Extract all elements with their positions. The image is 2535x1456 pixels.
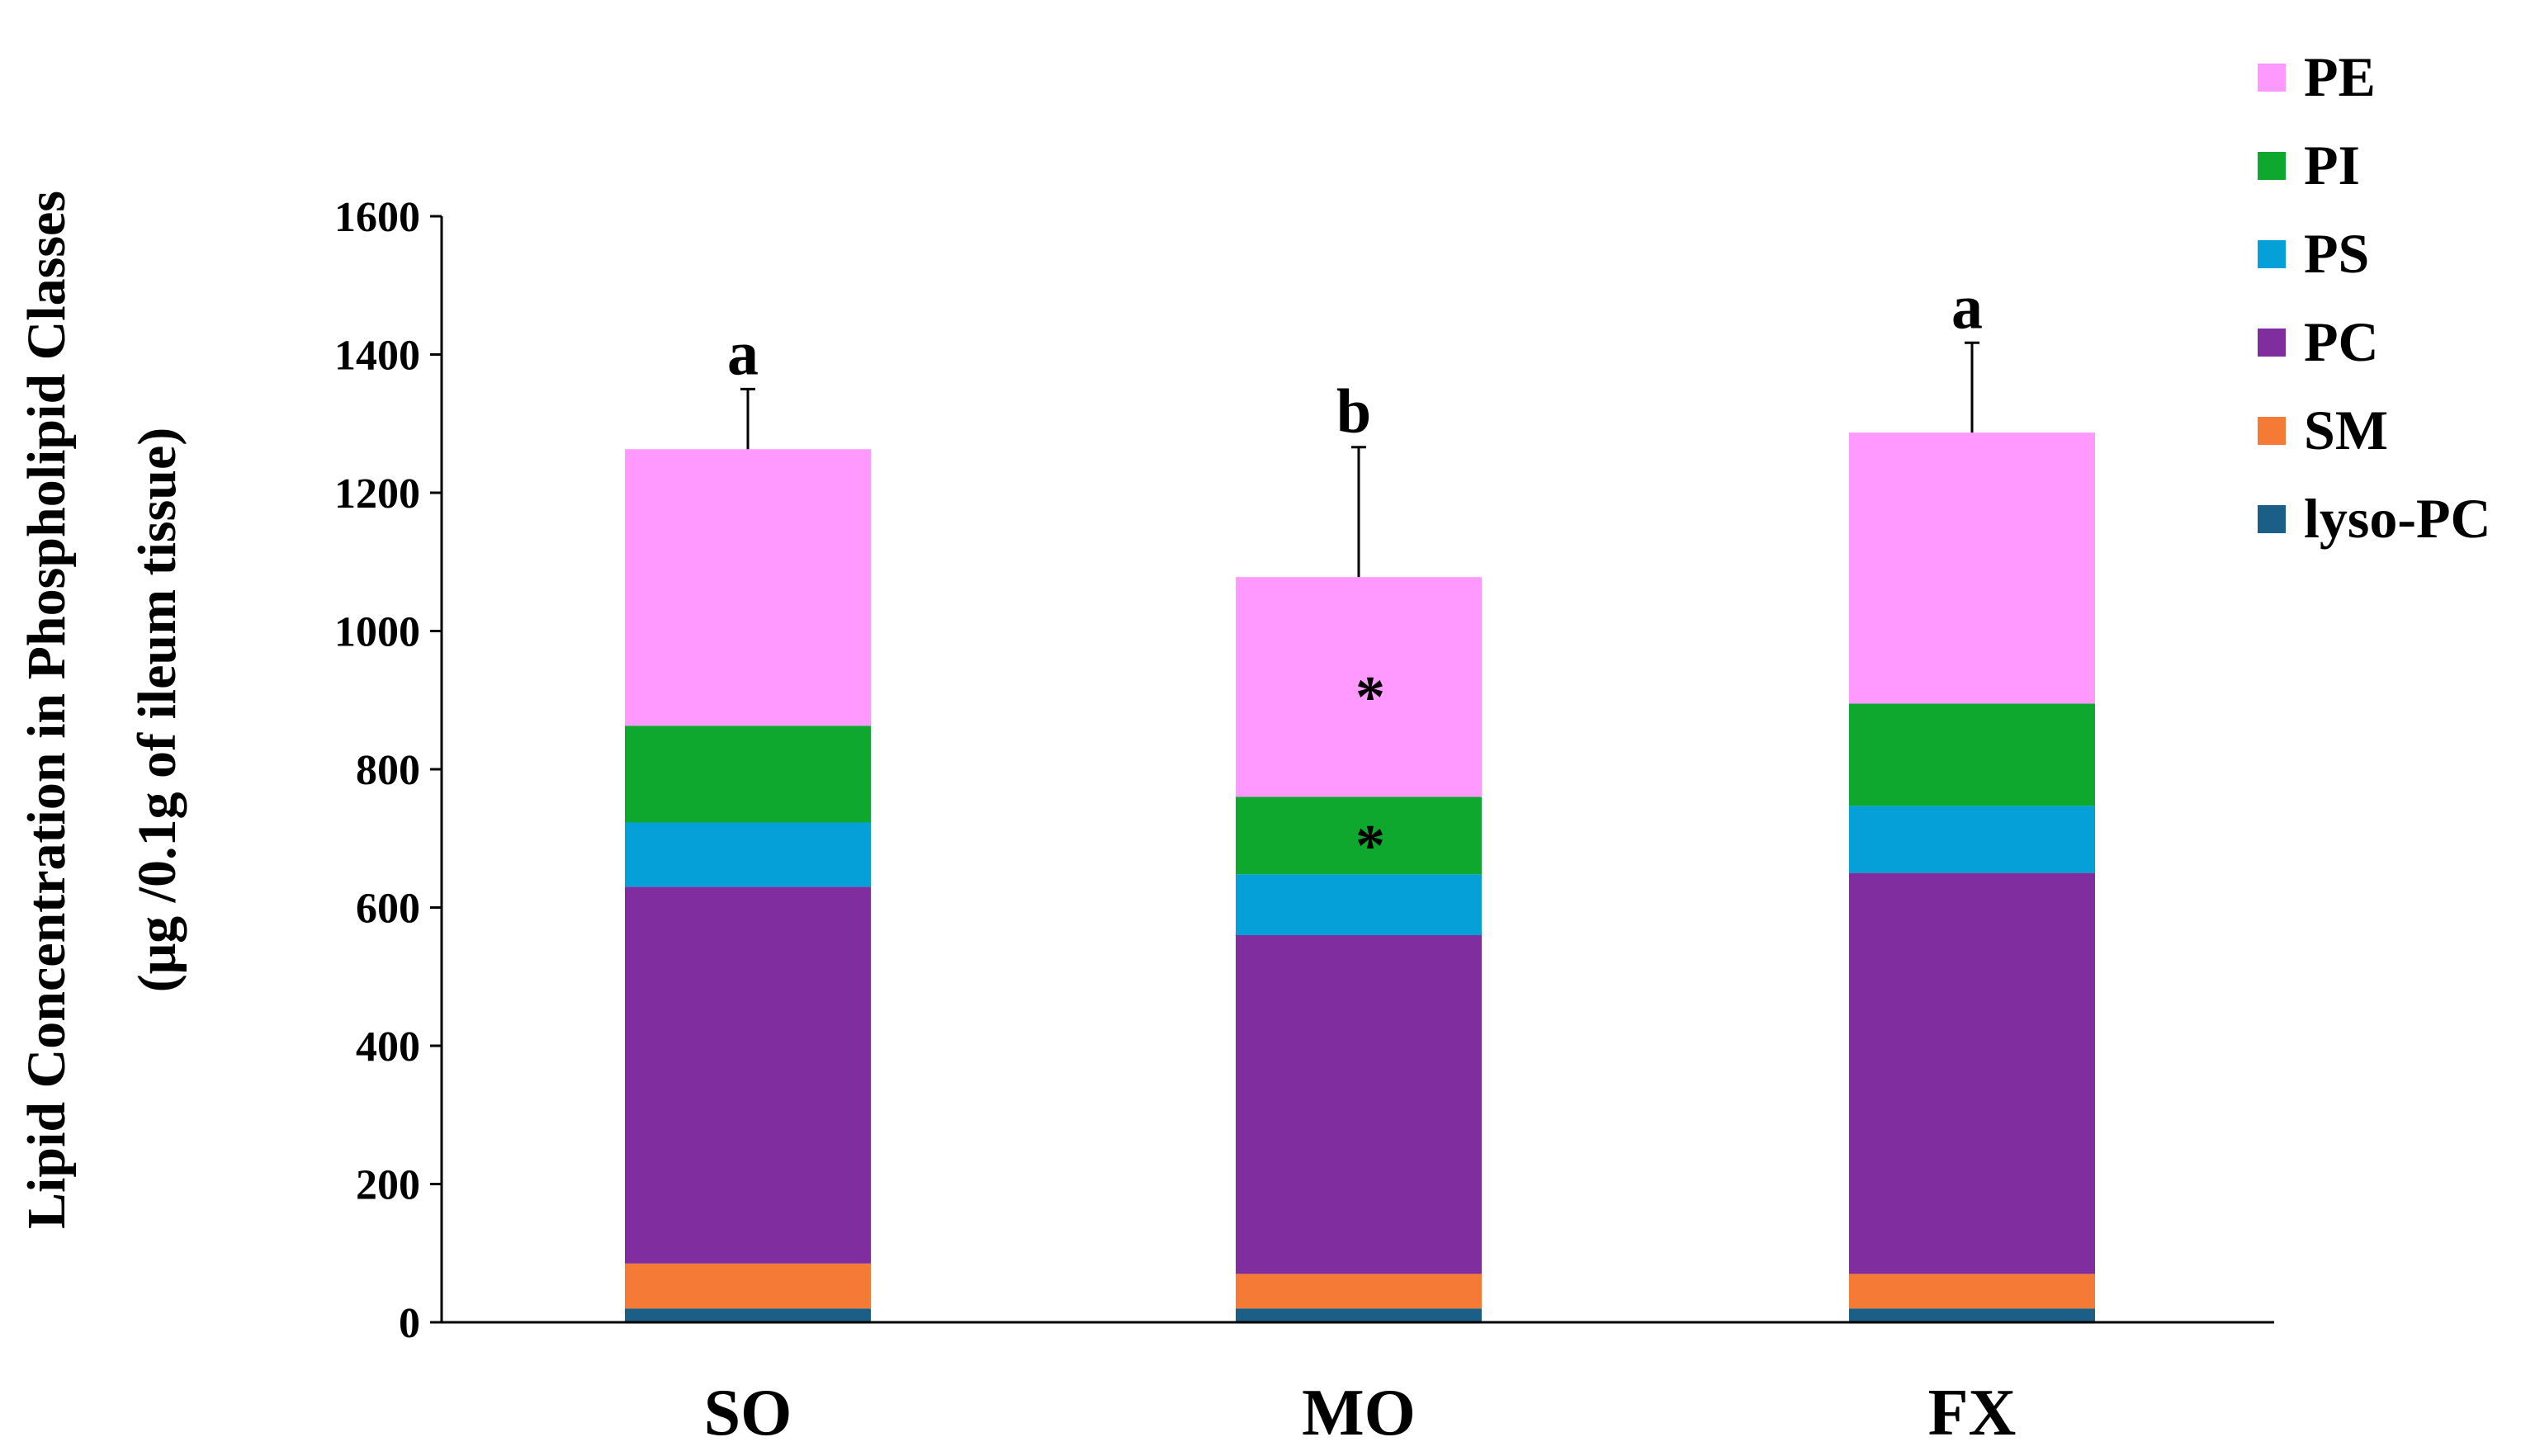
bar-segment-pi-mo xyxy=(1236,797,1482,875)
legend-label-lyso-pc: lyso-PC xyxy=(2304,487,2491,550)
plot-area: 0 200 400 600 800 1000 1200 1400 1600 a SO b MO a FX * * xyxy=(334,194,2274,1449)
significance-letter-so: a xyxy=(727,319,759,388)
bar-segment-lyso-pc-so xyxy=(625,1308,871,1322)
bar-segment-pe-so xyxy=(625,449,871,726)
legend-swatch-ps xyxy=(2258,240,2286,268)
bar-segment-ps-mo xyxy=(1236,874,1482,935)
legend-label-ps: PS xyxy=(2304,222,2369,285)
legend-label-pc: PC xyxy=(2304,310,2379,373)
y-tick-label: 1600 xyxy=(334,194,420,241)
legend: PE PI PS PC SM lyso-PC xyxy=(2258,45,2491,550)
y-axis-title: Lipid Concentration in Phospholipid Clas… xyxy=(17,191,187,1229)
bar-segment-pe-mo xyxy=(1236,577,1482,797)
bar-segment-ps-so xyxy=(625,822,871,887)
y-tick-label: 200 xyxy=(356,1162,420,1209)
bar-segment-pc-so xyxy=(625,886,871,1264)
bar-segment-sm-fx xyxy=(1849,1274,2095,1309)
legend-label-pe: PE xyxy=(2304,45,2376,108)
y-tick-label: 1400 xyxy=(334,333,420,380)
x-category-label-mo: MO xyxy=(1302,1377,1416,1449)
y-tick-label: 400 xyxy=(356,1023,420,1071)
significance-asterisk-pi: * xyxy=(1355,812,1385,878)
legend-swatch-lyso-pc xyxy=(2258,505,2286,533)
y-tick-label: 1200 xyxy=(334,470,420,518)
legend-swatch-pi xyxy=(2258,152,2286,180)
bar-segment-lyso-pc-fx xyxy=(1849,1308,2095,1322)
bar-segment-sm-mo xyxy=(1236,1274,1482,1309)
legend-label-pi: PI xyxy=(2304,134,2360,196)
bar-segment-sm-so xyxy=(625,1263,871,1309)
bar-segment-lyso-pc-mo xyxy=(1236,1308,1482,1322)
y-tick-label: 1000 xyxy=(334,609,420,656)
bar-segment-pi-so xyxy=(625,726,871,823)
bar-segment-pi-fx xyxy=(1849,703,2095,806)
legend-label-sm: SM xyxy=(2304,399,2388,461)
bar-segment-pc-fx xyxy=(1849,872,2095,1274)
legend-swatch-pe xyxy=(2258,64,2286,92)
significance-asterisk-pe: * xyxy=(1355,664,1385,730)
bar-segment-pe-fx xyxy=(1849,433,2095,704)
significance-letter-fx: a xyxy=(1951,272,1983,342)
legend-swatch-sm xyxy=(2258,417,2286,445)
bar-segment-ps-fx xyxy=(1849,806,2095,873)
y-tick-label: 800 xyxy=(356,747,420,794)
y-axis-label-line1: Lipid Concentration in Phospholipid Clas… xyxy=(17,191,77,1229)
x-category-label-fx: FX xyxy=(1928,1377,2017,1449)
significance-letter-mo: b xyxy=(1336,377,1371,447)
y-tick-label: 600 xyxy=(356,886,420,933)
y-axis-label-line2: (μg /0.1g of ileum tissue) xyxy=(127,428,187,993)
bar-segment-pc-mo xyxy=(1236,935,1482,1274)
x-category-label-so: SO xyxy=(704,1377,792,1449)
y-tick-label: 0 xyxy=(399,1300,420,1347)
legend-swatch-pc xyxy=(2258,329,2286,357)
